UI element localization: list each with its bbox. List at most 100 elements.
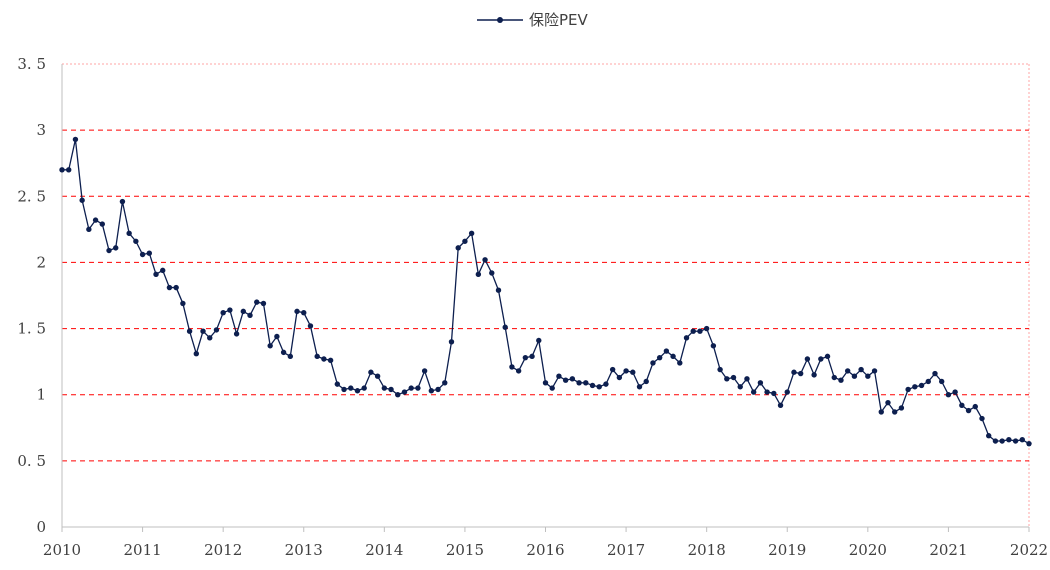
data-point xyxy=(106,247,112,254)
data-point xyxy=(515,368,522,374)
data-point xyxy=(912,384,918,390)
data-point xyxy=(999,438,1005,444)
data-point xyxy=(334,381,341,387)
x-tick-label: 2020 xyxy=(849,541,887,559)
data-point xyxy=(428,388,435,394)
data-point xyxy=(697,328,703,334)
y-tick-label: 0 xyxy=(36,518,46,536)
data-point xyxy=(979,415,985,422)
data-point xyxy=(670,353,676,360)
data-point xyxy=(126,230,132,237)
data-point xyxy=(233,331,240,337)
data-point xyxy=(200,328,206,334)
data-point xyxy=(72,136,79,143)
data-point xyxy=(717,366,723,373)
data-point xyxy=(750,389,757,395)
data-point xyxy=(301,309,307,316)
data-point xyxy=(858,366,864,373)
data-point xyxy=(166,284,173,291)
data-point xyxy=(865,373,871,379)
data-point xyxy=(831,374,837,381)
data-point xyxy=(663,348,670,354)
data-point xyxy=(623,368,629,374)
data-point xyxy=(811,372,817,378)
data-point xyxy=(529,353,535,360)
data-point xyxy=(784,389,790,395)
data-point xyxy=(616,374,623,381)
data-point xyxy=(636,384,643,390)
data-point xyxy=(536,337,542,344)
data-point xyxy=(435,386,441,393)
data-point xyxy=(66,167,72,173)
data-point xyxy=(844,368,851,374)
data-point xyxy=(952,389,958,395)
y-tick-label: 3 xyxy=(36,121,46,139)
data-point xyxy=(287,353,294,360)
data-point xyxy=(656,354,663,361)
y-tick-label: 2 xyxy=(36,253,46,271)
data-point xyxy=(757,380,764,386)
data-point xyxy=(583,380,589,386)
data-point xyxy=(254,299,260,305)
series-line xyxy=(62,138,1030,445)
data-point xyxy=(851,373,858,379)
data-point xyxy=(509,364,515,370)
y-axis-tick-labels: 0 0. 5 1 1. 5 2 2. 5 3 3. 5 xyxy=(17,55,46,536)
data-point xyxy=(797,370,804,377)
data-point xyxy=(959,402,965,408)
y-tick-label: 2. 5 xyxy=(17,187,46,205)
data-point xyxy=(576,380,582,386)
data-point xyxy=(650,360,656,366)
data-point xyxy=(475,271,482,278)
data-point xyxy=(603,381,609,387)
data-point xyxy=(79,197,85,203)
data-point xyxy=(327,357,334,364)
data-point xyxy=(442,380,448,386)
data-point xyxy=(804,356,811,362)
data-point xyxy=(160,267,166,274)
data-point xyxy=(133,238,139,244)
series-group xyxy=(59,136,1032,447)
data-point xyxy=(495,287,502,293)
data-point xyxy=(274,333,280,340)
legend-label: 保险PEV xyxy=(529,11,589,29)
data-point xyxy=(173,284,179,291)
data-point xyxy=(240,308,247,315)
data-point xyxy=(690,328,696,334)
data-point xyxy=(361,385,367,391)
data-point xyxy=(59,167,65,173)
x-tick-label: 2017 xyxy=(607,541,645,559)
y-tick-label: 0. 5 xyxy=(17,452,46,470)
data-point xyxy=(139,251,146,258)
x-tick-label: 2021 xyxy=(929,541,967,559)
x-axis-tick-labels: 2010 2011 2012 2013 2014 2015 2016 2017 2018 2019… xyxy=(43,527,1048,559)
data-point xyxy=(86,226,92,233)
data-point xyxy=(213,327,220,333)
data-point xyxy=(180,300,186,307)
data-point xyxy=(791,369,797,375)
data-point xyxy=(992,438,999,444)
data-point xyxy=(724,376,730,382)
x-tick-label: 2013 xyxy=(285,541,323,559)
data-point xyxy=(824,353,831,360)
data-point xyxy=(146,250,152,256)
legend-marker-swatch xyxy=(497,17,503,23)
data-point xyxy=(918,382,925,389)
data-point xyxy=(280,349,287,356)
data-point xyxy=(549,385,555,391)
data-point xyxy=(421,368,428,374)
data-point xyxy=(730,374,737,381)
data-point xyxy=(885,399,891,406)
data-point xyxy=(891,409,898,415)
data-point xyxy=(737,384,743,390)
data-point xyxy=(99,221,105,227)
data-point xyxy=(925,378,931,385)
data-point xyxy=(462,238,468,244)
x-tick-label: 2019 xyxy=(768,541,806,559)
data-point xyxy=(965,407,972,414)
data-point xyxy=(556,373,562,379)
data-point xyxy=(408,385,414,391)
data-point xyxy=(562,377,569,383)
data-point xyxy=(932,370,938,377)
data-point xyxy=(643,378,649,385)
